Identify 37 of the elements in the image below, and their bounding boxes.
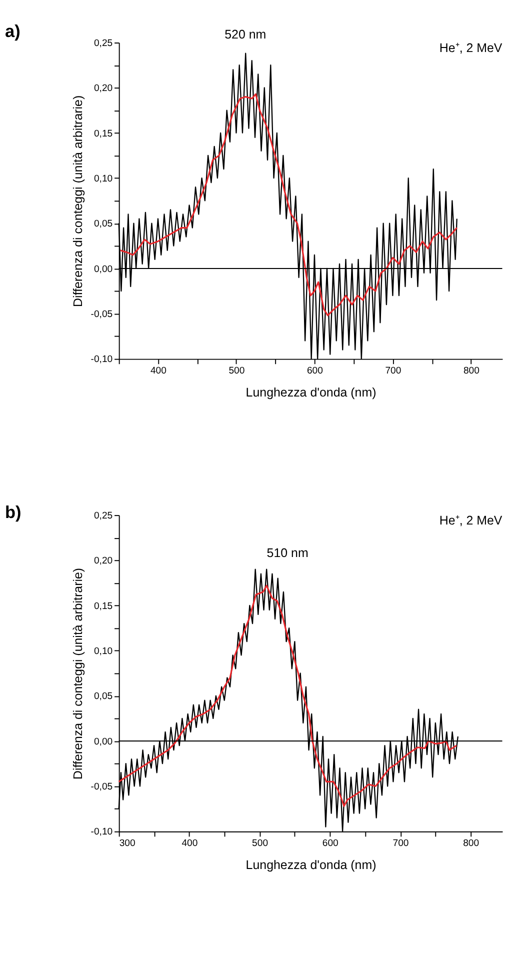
x-tick-label: 400 <box>150 366 166 377</box>
y-tick-label: 0,15 <box>94 128 113 140</box>
x-tick-label: 700 <box>392 838 409 850</box>
x-tick-label: 600 <box>306 366 323 377</box>
x-axis-title: Lunghezza d'onda (nm) <box>246 858 376 872</box>
y-tick-label: 0,00 <box>94 736 113 748</box>
y-axis-title: Differenza di conteggi (unità arbitrarie) <box>71 95 86 307</box>
x-tick-label: 700 <box>385 366 402 377</box>
y-tick-label: -0,05 <box>90 782 113 793</box>
y-tick-label: 0,10 <box>94 173 113 184</box>
y-tick-label: 0,20 <box>94 556 113 567</box>
y-tick-label: -0,05 <box>90 309 113 320</box>
y-tick-label: 0,10 <box>94 646 113 657</box>
x-tick-label: 300 <box>119 838 136 850</box>
y-tick-label: -0,10 <box>90 826 113 838</box>
y-axis-title: Differenza di conteggi (unità arbitrarie) <box>71 568 86 780</box>
x-tick-label: 800 <box>463 838 480 850</box>
x-axis-title: Lunghezza d'onda (nm) <box>246 386 376 400</box>
x-tick-label: 500 <box>228 366 245 377</box>
x-tick-label: 800 <box>463 366 480 377</box>
y-tick-label: 0,25 <box>94 38 113 49</box>
y-tick-label: 0,05 <box>94 691 113 702</box>
text: 520 nm <box>224 28 266 42</box>
y-tick-label: -0,10 <box>90 354 113 366</box>
x-tick-label: 400 <box>182 838 198 850</box>
annotation: 510 nm <box>266 546 308 560</box>
chart-title: a) <box>4 20 20 41</box>
y-tick-label: 0,20 <box>94 83 113 94</box>
y-tick-label: 0,15 <box>94 600 113 612</box>
y-tick-label: 0,00 <box>94 264 113 275</box>
annotation: He⁺, 2 MeV <box>439 41 503 56</box>
x-tick-label: 600 <box>322 838 338 850</box>
x-tick-label: 500 <box>252 838 268 850</box>
annotation: He⁺, 2 MeV <box>439 514 503 528</box>
y-tick-label: 0,25 <box>94 510 113 522</box>
y-tick-label: 0,05 <box>94 218 113 230</box>
chart-title: b) <box>4 502 22 522</box>
